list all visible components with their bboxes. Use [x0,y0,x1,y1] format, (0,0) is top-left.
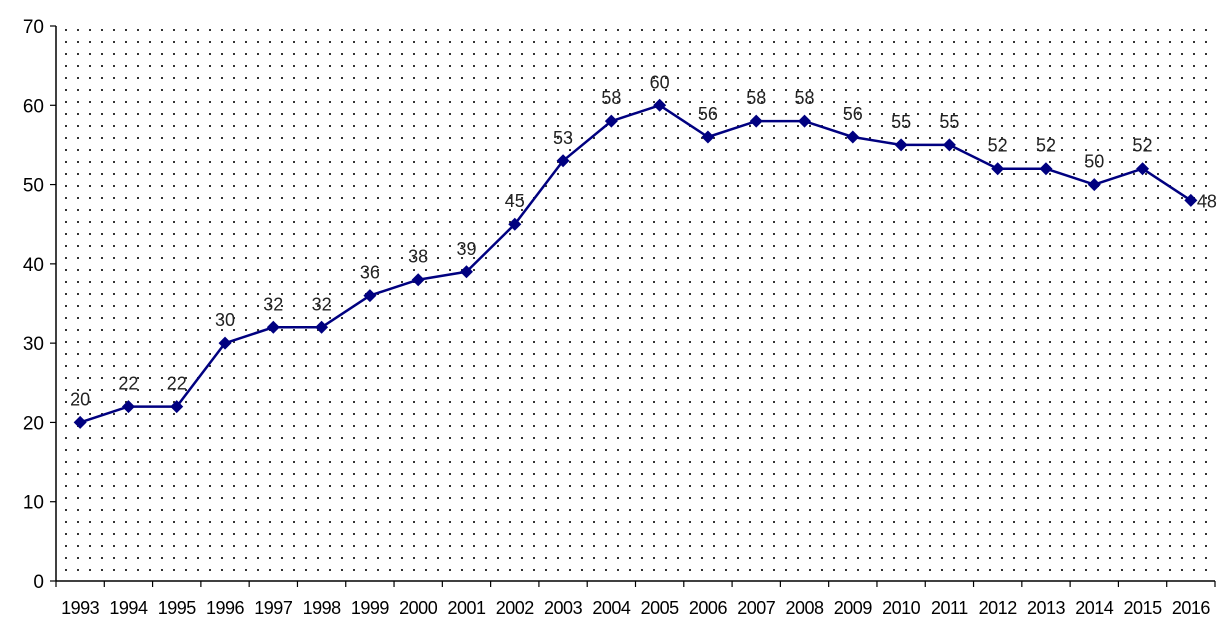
data-label: 58 [746,88,766,108]
data-label: 56 [843,104,863,124]
y-tick-label: 70 [23,17,44,38]
data-point-marker [170,400,184,414]
x-tick-label: 2015 [1124,598,1163,618]
x-tick-label: 1994 [109,598,148,618]
data-point-marker [411,273,425,287]
y-tick-label: 0 [33,572,44,593]
data-label: 38 [408,247,428,267]
x-tick-label: 1998 [303,598,342,618]
y-tick-label: 40 [23,255,44,276]
data-label: 22 [118,374,138,394]
y-tick-label: 60 [23,96,44,117]
data-label: 55 [939,112,959,132]
data-point-marker [315,320,329,334]
x-tick-label: 1993 [61,598,100,618]
data-point-marker [653,98,667,112]
data-point-marker [1039,162,1053,176]
x-tick-label: 2005 [641,598,680,618]
series-line [79,104,1192,424]
data-label: 39 [456,239,476,259]
x-tick-label: 2010 [882,598,921,618]
y-tick-label: 20 [23,413,44,434]
y-tick-label: 30 [23,334,44,355]
data-point-marker [701,130,715,144]
x-tick-label: 2007 [737,598,776,618]
x-tick-label: 2012 [979,598,1018,618]
data-label: 48 [1197,191,1217,211]
data-label: 58 [601,88,621,108]
x-tick-label: 1999 [351,598,390,618]
x-tick-label: 2008 [785,598,824,618]
data-label: 32 [263,294,283,314]
x-tick-label: 2013 [1027,598,1066,618]
data-point-marker [363,289,377,303]
series-layer: 20 22 22 30 32 32 36 38 39 45 53 58 60 56 58 58 56 55 55 52… [70,72,1217,429]
x-tick-label: 2002 [496,598,535,618]
data-label: 52 [1036,136,1056,156]
y-axis: 0 10 20 30 40 50 60 70 [23,17,57,593]
data-point-marker [846,130,860,144]
data-point-marker [508,217,522,231]
x-tick-label: 1995 [158,598,197,618]
data-point-marker [1136,162,1150,176]
data-label: 30 [215,310,235,330]
data-point-marker [121,400,135,414]
x-tick-label: 1996 [206,598,245,618]
plot-area [56,26,1215,581]
data-point-marker [942,138,956,152]
x-tick-label: 2000 [399,598,438,618]
data-point-marker [556,154,570,168]
data-point-marker [749,114,763,128]
data-point-marker [894,138,908,152]
data-label: 53 [553,128,573,148]
y-tick-label: 50 [23,176,44,197]
data-label: 22 [167,374,187,394]
data-label: 45 [505,191,525,211]
x-tick-label: 2009 [834,598,873,618]
data-label: 52 [988,136,1008,156]
data-label: 56 [698,104,718,124]
data-label: 50 [1084,152,1104,172]
x-axis: 1993 1994 1995 1996 1997 1998 1999 2000 2001 2002… [55,580,1216,618]
x-tick-label: 2001 [447,598,486,618]
data-label: 32 [312,294,332,314]
data-label: 36 [360,263,380,283]
data-label: 60 [650,72,670,92]
data-point-marker [798,114,812,128]
x-tick-label: 2014 [1075,598,1114,618]
data-point-marker [218,336,232,350]
data-point-marker [1087,178,1101,192]
x-tick-label: 2011 [931,598,968,618]
data-label: 20 [70,389,90,409]
x-tick-label: 1997 [254,598,293,618]
data-point-marker [73,415,87,429]
data-point-marker [1184,193,1198,207]
data-point-marker [266,320,280,334]
y-tick-label: 10 [23,493,44,514]
data-point-marker [604,114,618,128]
data-label: 58 [795,88,815,108]
x-tick-label: 2006 [689,598,728,618]
x-tick-label: 2004 [592,598,631,618]
data-label: 52 [1133,136,1153,156]
data-label: 55 [891,112,911,132]
x-tick-label: 2003 [544,598,583,618]
x-tick-label: 2016 [1172,598,1211,618]
data-point-marker [991,162,1005,176]
data-point-marker [459,265,473,279]
